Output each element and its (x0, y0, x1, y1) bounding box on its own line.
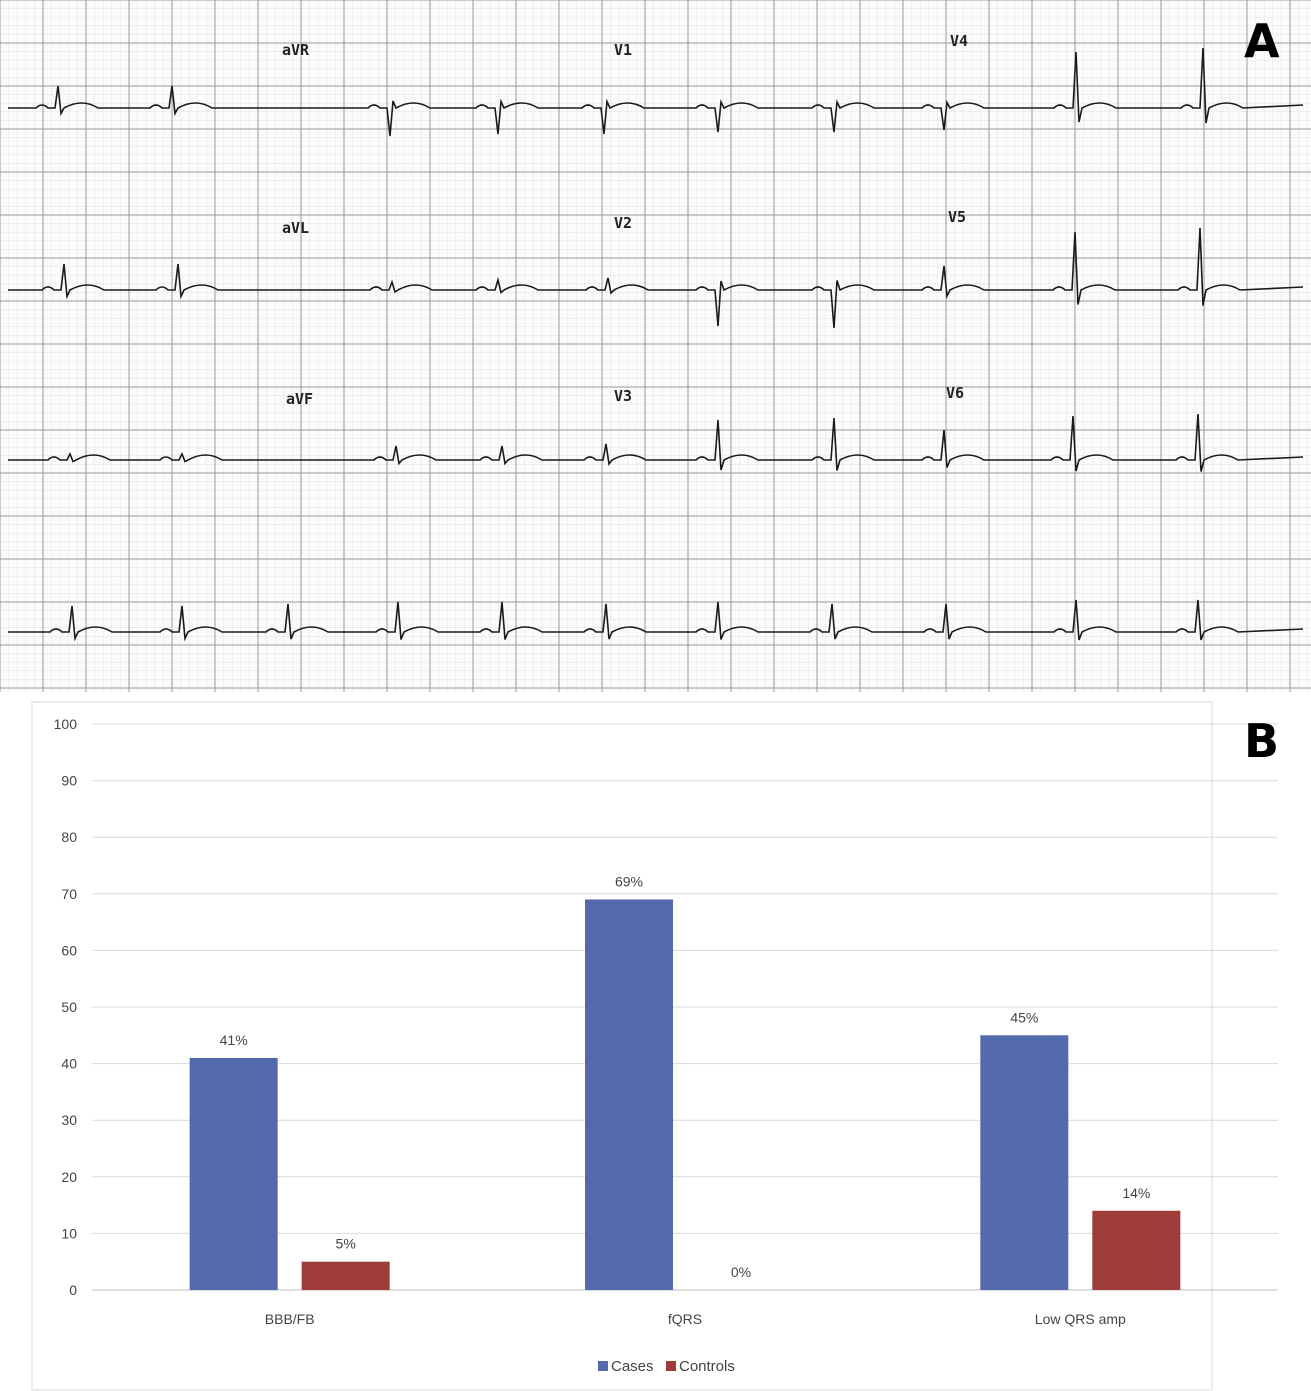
legend-swatch-cases (598, 1361, 608, 1371)
y-tick-label: 10 (61, 1225, 77, 1241)
data-label: 5% (336, 1236, 356, 1252)
y-tick-label: 90 (61, 773, 77, 789)
x-tick-label: fQRS (668, 1311, 702, 1327)
lead-label-v5: V5 (948, 208, 966, 226)
y-tick-label: 80 (61, 829, 77, 845)
legend-swatch-controls (666, 1361, 676, 1371)
data-label: 14% (1122, 1185, 1150, 1201)
y-tick-label: 60 (61, 942, 77, 958)
y-tick-label: 30 (61, 1112, 77, 1128)
ecg-tracing: aVR aVL aVF V1 V2 V3 V4 V5 V6 (0, 0, 1311, 692)
chart-border (31, 701, 1213, 1391)
y-tick-label: 0 (69, 1282, 77, 1298)
ecg-trace-row (8, 413, 1304, 472)
bar-controls (301, 1261, 390, 1290)
lead-label-v6: V6 (946, 384, 964, 402)
bar-chart-panel: 0 10 20 30 40 50 60 70 80 90 100 41% 5% BBB/FB 69% 0% fQ… (0, 692, 1311, 1391)
y-tick-label: 100 (54, 716, 78, 732)
data-label: 0% (731, 1264, 751, 1280)
legend-label-cases: Cases (611, 1358, 654, 1375)
x-tick-label: Low QRS amp (1035, 1311, 1126, 1327)
ecg-trace-row (8, 47, 1304, 137)
y-tick-label: 40 (61, 1056, 77, 1072)
panel-letter-a: A (1244, 14, 1280, 68)
ecg-trace-row (8, 227, 1304, 329)
panel-letter-b: B (1244, 714, 1280, 768)
lead-label-avf: aVF (286, 390, 313, 408)
y-tick-label: 20 (61, 1169, 77, 1185)
ecg-panel: aVR aVL aVF V1 V2 V3 V4 V5 V6 A (0, 0, 1311, 692)
lead-label-v1: V1 (614, 41, 632, 59)
lead-label-v2: V2 (614, 214, 632, 232)
bar-cases (980, 1035, 1069, 1290)
lead-label-v4: V4 (950, 32, 968, 50)
bar-cases (585, 899, 673, 1290)
lead-label-avl: aVL (282, 219, 309, 237)
bar-chart: 0 10 20 30 40 50 60 70 80 90 100 41% 5% BBB/FB 69% 0% fQ… (31, 701, 1278, 1391)
bar-controls (1092, 1210, 1181, 1290)
x-tick-label: BBB/FB (265, 1311, 315, 1327)
ecg-trace-row (8, 599, 1304, 642)
data-label: 45% (1010, 1009, 1038, 1025)
data-label: 69% (615, 873, 643, 889)
lead-label-v3: V3 (614, 387, 632, 405)
data-label: 41% (220, 1032, 248, 1048)
bar-cases (189, 1057, 278, 1290)
y-tick-label: 70 (61, 886, 77, 902)
ecg-traces (8, 47, 1304, 642)
gridlines (92, 723, 1278, 1291)
lead-label-avr: aVR (282, 41, 310, 59)
legend-label-controls: Controls (679, 1358, 735, 1375)
legend: Cases Controls (598, 1358, 735, 1375)
y-tick-label: 50 (61, 999, 77, 1015)
